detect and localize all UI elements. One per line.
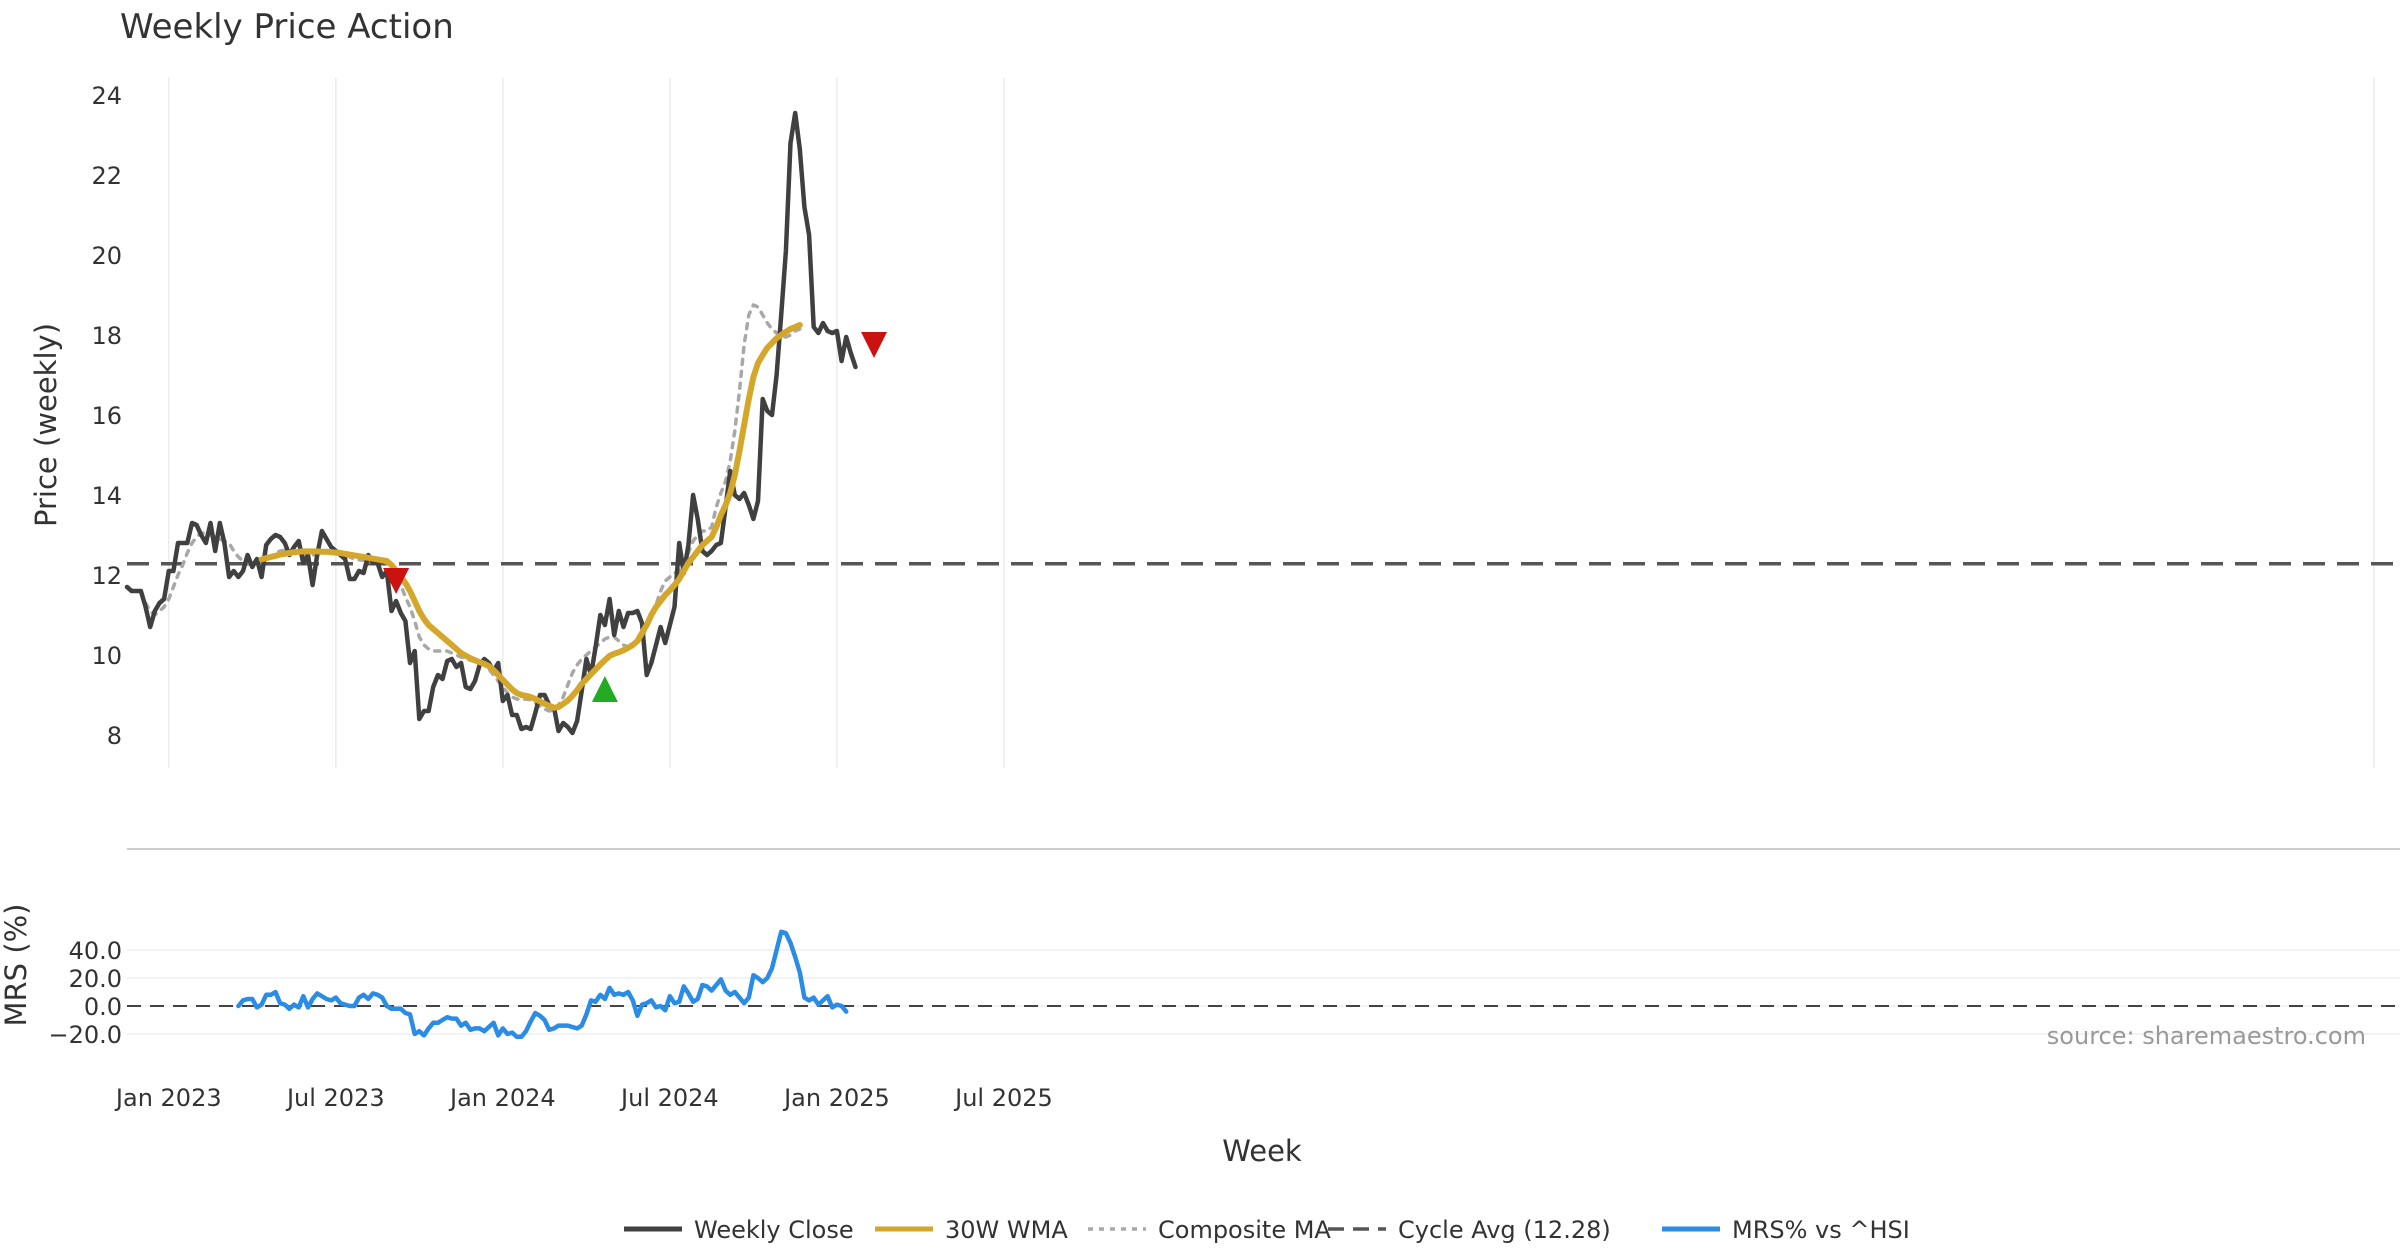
source-annotation: source: sharemaestro.com [2047, 1022, 2366, 1050]
mrs-y-axis-label: MRS (%) [0, 904, 33, 1027]
price-y-tick-22: 22 [91, 162, 122, 190]
price-y-tick-18: 18 [91, 322, 122, 350]
x-tick-5: Jul 2025 [953, 1084, 1053, 1112]
x-tick-1: Jul 2023 [285, 1084, 385, 1112]
sell-signal-marker-2 [861, 332, 888, 358]
legend-label-2: Composite MA [1158, 1216, 1331, 1244]
price-y-tick-20: 20 [91, 242, 122, 270]
x-axis-label: Week [1222, 1134, 1302, 1168]
price-y-tick-16: 16 [91, 402, 122, 430]
series-30w-wma [258, 322, 803, 711]
price-panel-gridlines [168, 78, 2375, 768]
price-y-tick-8: 8 [107, 722, 122, 750]
mrs-y-tick-3: −20.0 [48, 1021, 122, 1049]
x-tick-4: Jan 2025 [782, 1084, 890, 1112]
price-y-tick-12: 12 [91, 562, 122, 590]
series-composite-ma [143, 303, 802, 713]
chart-title: Weekly Price Action [120, 7, 454, 47]
legend-label-3: Cycle Avg (12.28) [1398, 1216, 1611, 1244]
legend-label-0: Weekly Close [694, 1216, 854, 1244]
mrs-y-tick-0: 40.0 [69, 937, 122, 965]
sell-signal-marker-0 [383, 568, 410, 594]
price-y-tick-10: 10 [91, 642, 122, 670]
mrs-y-ticks: 40.020.00.0−20.0 [48, 937, 122, 1049]
mrs-y-tick-2: 0.0 [84, 993, 122, 1021]
price-y-tick-24: 24 [91, 82, 122, 110]
legend-label-4: MRS% vs ^HSI [1732, 1216, 1910, 1244]
series-mrs [236, 929, 849, 1040]
signal-markers [383, 332, 888, 702]
x-tick-0: Jan 2023 [114, 1084, 222, 1112]
price-series [124, 110, 2400, 736]
x-ticks: Jan 2023 Jul 2023 Jan 2024 Jul 2024 Jan 2025… [114, 1084, 1053, 1112]
mrs-y-tick-1: 20.0 [69, 965, 122, 993]
price-y-tick-14: 14 [91, 482, 122, 510]
mrs-series [127, 929, 2400, 1040]
buy-signal-marker-1 [591, 676, 618, 702]
price-y-ticks: 8 10 12 14 16 18 20 22 24 [91, 82, 122, 750]
legend-label-1: 30W WMA [945, 1216, 1068, 1244]
x-tick-2: Jan 2024 [448, 1084, 556, 1112]
legend: Weekly Close 30W WMA Composite MA Cycle Avg… [624, 1216, 1910, 1244]
price-y-axis-label: Price (weekly) [29, 323, 63, 527]
x-tick-3: Jul 2024 [619, 1084, 719, 1112]
